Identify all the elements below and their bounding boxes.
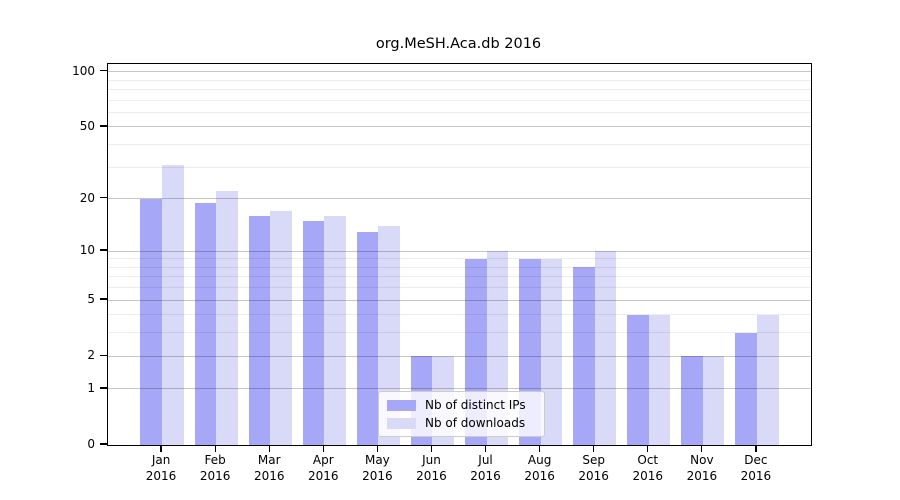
x-tick-label: May 2016 (362, 453, 393, 483)
x-tick-label: Sep 2016 (578, 453, 609, 483)
y-tick-label: 5 (87, 292, 95, 307)
x-tick (160, 445, 162, 452)
x-tick-label: Oct 2016 (632, 453, 664, 483)
y-tick (100, 70, 107, 72)
bar-dec-ips (735, 332, 757, 445)
bar-sep-downloads (594, 251, 617, 445)
bar-mar-downloads (270, 211, 292, 445)
y-tick-label: 20 (79, 190, 95, 205)
bar-sep-ips (573, 267, 595, 445)
bar-dec-downloads (756, 314, 779, 445)
x-tick (539, 445, 541, 452)
y-tick-label: 10 (79, 243, 95, 257)
legend-label-distinct-ips: Nb of distinct IPs (425, 398, 526, 412)
x-tick (484, 445, 487, 452)
x-tick (376, 445, 378, 452)
x-tick-label: Mar 2016 (253, 453, 285, 483)
x-tick (593, 445, 595, 452)
bar-feb-ips (194, 202, 217, 445)
x-tick (430, 445, 433, 452)
bars-layer (108, 64, 811, 445)
x-tick-label: Dec 2016 (740, 453, 772, 483)
y-tick (100, 354, 107, 356)
x-tick-label: Jun 2016 (416, 453, 447, 483)
y-tick (100, 298, 107, 300)
x-tick-label: Nov 2016 (686, 453, 718, 483)
x-tick (214, 445, 216, 452)
y-tick (100, 125, 107, 127)
legend-swatch-downloads (387, 417, 416, 429)
legend-item-downloads: Nb of downloads (379, 416, 544, 430)
bar-nov-ips (681, 356, 703, 445)
bar-nov-downloads (702, 356, 725, 445)
legend: Nb of distinct IPs Nb of downloads (378, 391, 545, 437)
bar-aug-downloads (540, 258, 563, 445)
legend-item-distinct-ips: Nb of distinct IPs (379, 398, 544, 412)
legend-label-downloads: Nb of downloads (425, 416, 526, 430)
plot-area (107, 63, 812, 446)
y-tick (100, 197, 107, 199)
bar-jan-downloads (162, 164, 184, 445)
x-tick (755, 445, 757, 452)
bar-mar-ips (248, 215, 271, 445)
x-tick (322, 445, 324, 452)
y-tick (100, 249, 107, 251)
x-tick-label: Feb 2016 (199, 453, 231, 483)
y-tick-label: 2 (87, 348, 95, 363)
y-tick-label: 0 (87, 437, 95, 451)
y-tick-label: 100 (72, 63, 95, 78)
chart-title: org.MeSH.Aca.db 2016 (375, 36, 542, 52)
x-tick-label: Aug 2016 (524, 453, 555, 483)
bar-jan-ips (140, 198, 163, 445)
x-tick (268, 445, 270, 452)
x-tick (647, 445, 649, 452)
x-tick (701, 445, 703, 452)
bar-apr-downloads (324, 215, 346, 445)
bar-apr-ips (302, 220, 325, 445)
bar-may-ips (356, 231, 379, 445)
x-tick-label: Apr 2016 (308, 453, 339, 483)
bar-oct-ips (627, 314, 649, 445)
y-tick-label: 50 (79, 118, 95, 133)
x-tick-label: Jul 2016 (470, 453, 501, 483)
x-tick-label: Jan 2016 (145, 453, 177, 483)
y-tick (100, 387, 107, 389)
legend-swatch-distinct-ips (387, 399, 416, 411)
bar-oct-downloads (648, 314, 671, 445)
bar-may-downloads (378, 225, 400, 445)
y-tick (100, 443, 107, 445)
bar-feb-downloads (216, 191, 238, 445)
y-tick-label: 1 (87, 380, 95, 395)
